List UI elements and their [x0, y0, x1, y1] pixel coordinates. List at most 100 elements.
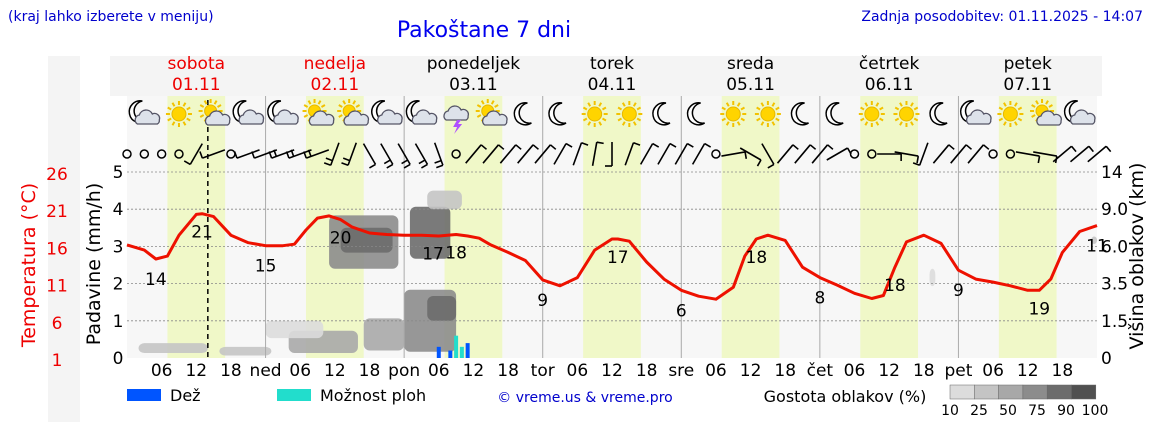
wind-shaft: [894, 151, 919, 157]
cloud-patch: [427, 296, 457, 321]
sun-ray: [860, 106, 865, 111]
sun-disc: [760, 106, 776, 122]
wind-barb: [792, 144, 799, 150]
sun-cloud-icon: [475, 99, 508, 126]
wind-symbol: [323, 142, 340, 167]
wind-barb: [418, 159, 426, 165]
wind-barb: [183, 160, 191, 166]
daylight-band: [998, 96, 1057, 358]
sun-icon: [997, 101, 1024, 127]
cloud-legend-level: 10: [941, 403, 959, 419]
day-name: sreda: [727, 54, 774, 74]
wind-shaft: [761, 143, 775, 165]
sun-ray: [864, 102, 869, 107]
calm-wind: [711, 149, 721, 159]
x-tick-label: 06: [844, 361, 866, 381]
wind-symbol: [465, 144, 488, 164]
x-tick-label: 12: [1017, 361, 1039, 381]
cloud-shape: [443, 105, 469, 121]
wind-shaft: [739, 147, 762, 161]
sun-disc: [1002, 106, 1018, 122]
moon-shape: [513, 102, 532, 126]
wind-shaft: [482, 144, 500, 164]
sun-cloud-icon: [1030, 99, 1062, 126]
wind-shaft: [826, 147, 848, 161]
cloud-shape: [377, 109, 403, 125]
day-name: sobota: [168, 54, 226, 74]
sun-ray: [338, 114, 343, 118]
x-tick-label: 18: [220, 361, 242, 381]
day-date: 03.11: [449, 75, 498, 95]
wind-symbol: [482, 144, 505, 164]
precip-tick: 4: [113, 200, 124, 220]
wind-symbol: [414, 143, 429, 169]
cloud-height-tick: 1.5: [1101, 312, 1128, 332]
cloud-patch: [138, 343, 208, 354]
cloud-height-tick: 9.0: [1101, 200, 1128, 220]
sun-ray: [632, 102, 637, 107]
sun-ray: [736, 102, 741, 107]
day-date: 06.11: [865, 75, 914, 95]
cloud-legend-swatch: [974, 384, 999, 400]
temp-tick: 26: [46, 165, 68, 185]
sun-ray: [601, 106, 607, 111]
temperature-label: 17: [607, 248, 629, 268]
sun-ray: [875, 121, 880, 126]
wind-barb: [948, 144, 955, 150]
moon-cloud-icon: [128, 100, 161, 125]
sun-ray: [636, 106, 642, 111]
wind-symbol: [639, 142, 660, 165]
wind-barb: [982, 144, 990, 150]
wind-shaft: [1069, 145, 1090, 163]
sun-ray: [913, 106, 919, 111]
wind-symbol: [139, 149, 150, 159]
copyright-link[interactable]: © vreme.us & vreme.pro: [497, 390, 672, 406]
sun-cloud-icon: [198, 99, 231, 126]
x-tick-label: 06: [289, 361, 311, 381]
cloud-legend-swatch: [1046, 384, 1072, 400]
wind-shaft: [271, 149, 295, 159]
sun-ray: [910, 102, 914, 107]
cloud-shape: [343, 110, 370, 126]
wind-symbol: [605, 142, 613, 167]
calm-wind: [1005, 149, 1016, 159]
cloud-patch: [363, 318, 405, 351]
wind-barb: [497, 144, 505, 150]
wind-barb: [686, 142, 694, 148]
cloud-patch: [1091, 236, 1097, 244]
wind-shaft: [534, 144, 552, 164]
sun-ray: [775, 117, 780, 122]
cloud-shape: [966, 109, 992, 125]
sun-ray: [636, 117, 642, 122]
wind-symbol: [553, 142, 573, 165]
wind-barb: [596, 141, 604, 145]
sun-ray: [355, 104, 361, 108]
wind-symbol: [156, 149, 167, 159]
sun-ray: [1017, 106, 1023, 111]
day-name: petek: [1004, 54, 1052, 74]
wind-shaft: [189, 143, 203, 165]
wind-shaft: [794, 144, 811, 164]
wind-symbol: [849, 149, 860, 159]
wind-symbol: [174, 149, 184, 159]
sun-ray: [171, 121, 176, 126]
x-tick-label: 06: [567, 361, 589, 381]
temp-tick: 1: [52, 351, 63, 371]
wind-shaft: [553, 143, 567, 165]
wind-symbol: [499, 144, 522, 164]
wind-barb: [307, 149, 312, 157]
calm-wind: [174, 149, 184, 159]
cloud-patch: [219, 346, 272, 356]
wind-shaft: [1015, 151, 1040, 157]
wind-barb: [325, 157, 333, 162]
sun-ray: [899, 121, 903, 126]
x-tick-label: 18: [636, 361, 658, 381]
cloud-shape: [411, 109, 438, 125]
wind-shaft: [414, 143, 429, 165]
wind-shaft: [1052, 145, 1073, 163]
sun-ray: [352, 100, 357, 105]
region-hint[interactable]: (kraj lahko izberete v meniju): [8, 9, 214, 25]
shower-bar: [454, 335, 459, 358]
day-name: torek: [590, 54, 634, 74]
cloud-legend-swatch: [1071, 384, 1097, 400]
